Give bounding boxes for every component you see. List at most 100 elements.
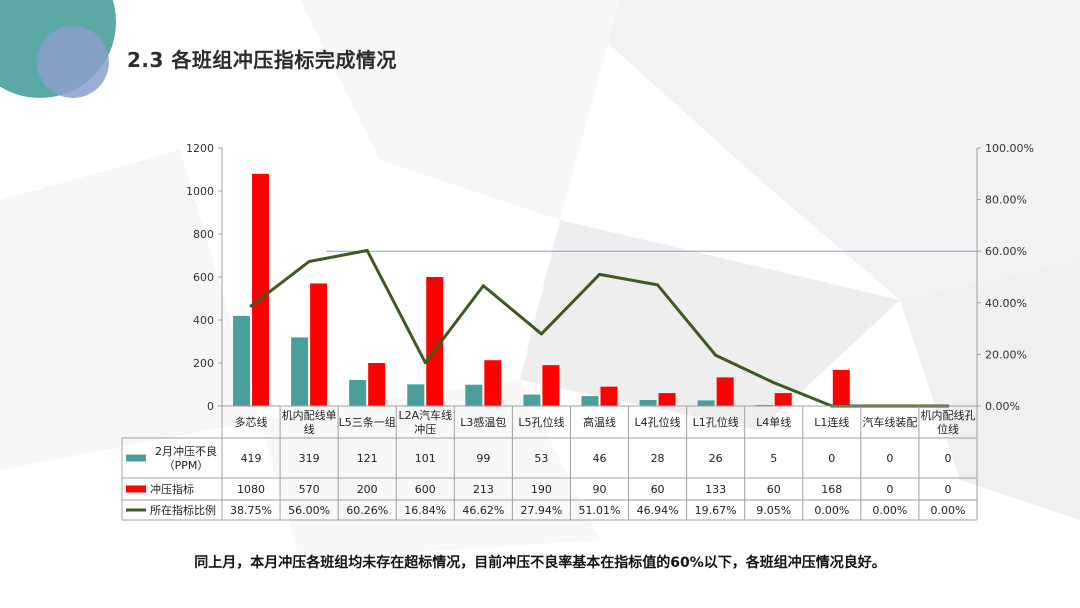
bar-target [542, 365, 560, 406]
legend-label: 所在指标比例 [150, 503, 216, 517]
category-label: L5孔位线 [518, 415, 564, 429]
right-tick-label: 40.00% [985, 297, 1027, 310]
category-label: L2A汽车线 [398, 408, 452, 422]
table-value: 168 [821, 483, 842, 496]
table-value: 46.62% [462, 504, 504, 517]
table-value: 46.94% [637, 504, 679, 517]
category-label: 线 [304, 422, 315, 436]
category-label: L4单线 [756, 415, 791, 429]
table-value: 0 [886, 483, 893, 496]
right-tick-label: 0.00% [985, 400, 1020, 413]
table-value: 0 [944, 483, 951, 496]
table-value: 5 [770, 452, 777, 465]
table-value: 0 [944, 452, 951, 465]
bar-target [368, 363, 386, 406]
bg-shape [560, 0, 1080, 300]
page-title: 2.3 各班组冲压指标完成情况 [127, 48, 397, 72]
right-tick-label: 20.00% [985, 348, 1027, 361]
table-value: 213 [473, 483, 494, 496]
bar-ppm [755, 404, 773, 406]
line-point [249, 304, 253, 308]
line-point [714, 353, 718, 357]
legend-label: 冲压指标 [150, 482, 194, 496]
bar-target [716, 377, 734, 406]
category-label: 位线 [937, 422, 959, 436]
line-point [656, 283, 660, 287]
bar-target [658, 393, 676, 406]
table-value: 19.67% [695, 504, 737, 517]
bg-shape [900, 260, 1080, 520]
line-point [539, 332, 543, 336]
left-tick-label: 400 [193, 314, 214, 327]
decorative-blue-circle [37, 26, 109, 98]
table-value: 27.94% [520, 504, 562, 517]
category-label: L1孔位线 [693, 415, 739, 429]
bar-target [426, 277, 444, 406]
line-point [598, 272, 601, 276]
bar-ppm [349, 379, 367, 406]
table-value: 53 [534, 452, 548, 465]
bar-ppm [291, 337, 309, 406]
category-label: L1连线 [814, 415, 849, 429]
left-tick-label: 1200 [186, 142, 214, 155]
bar-ppm [523, 394, 541, 406]
table-value: 56.00% [288, 504, 330, 517]
bar-ppm [639, 399, 657, 406]
table-value: 60 [767, 483, 781, 496]
table-value: 51.01% [579, 504, 621, 517]
table-value: 90 [593, 483, 607, 496]
table-value: 419 [241, 452, 262, 465]
legend-label: （PPM） [164, 459, 209, 472]
table-value: 0 [886, 452, 893, 465]
left-tick-label: 200 [193, 357, 214, 370]
left-tick-label: 1000 [186, 185, 214, 198]
table-value: 16.84% [404, 504, 446, 517]
category-label: 冲压 [414, 422, 436, 436]
table-value: 190 [531, 483, 552, 496]
line-point [423, 361, 427, 365]
category-label: 汽车线装配 [862, 415, 917, 429]
bar-target [600, 386, 618, 406]
table-value: 9.05% [756, 504, 791, 517]
bg-shape [0, 150, 260, 470]
legend-key [126, 485, 146, 493]
line-point [481, 284, 485, 288]
bar-target [252, 173, 270, 406]
category-label: 机内配线孔 [920, 408, 975, 422]
left-tick-label: 0 [207, 400, 214, 413]
table-value: 0.00% [930, 504, 965, 517]
bar-ppm [697, 400, 715, 406]
line-point [365, 249, 369, 253]
table-value: 99 [476, 452, 490, 465]
category-label: L5三条一组 [339, 415, 396, 429]
right-tick-label: 60.00% [985, 245, 1027, 258]
table-value: 0 [828, 452, 835, 465]
table-value: 0.00% [814, 504, 849, 517]
table-value: 60 [651, 483, 665, 496]
bar-target [832, 369, 850, 406]
left-tick-label: 800 [193, 228, 214, 241]
bar-target [484, 360, 502, 406]
table-value: 570 [299, 483, 320, 496]
left-tick-label: 600 [193, 271, 214, 284]
bar-ppm [407, 384, 425, 406]
table-value: 46 [593, 452, 607, 465]
table-value: 0.00% [872, 504, 907, 517]
bar-ppm [233, 315, 251, 406]
bg-shape [260, 380, 600, 560]
table-value: 319 [299, 452, 320, 465]
table-value: 133 [705, 483, 726, 496]
table-value: 600 [415, 483, 436, 496]
table-value: 1080 [237, 483, 265, 496]
legend-label: 2月冲压不良 [155, 444, 217, 458]
category-label: L4孔位线 [635, 415, 681, 429]
footer-note: 同上月，本月冲压各班组均未存在超标情况，目前冲压不良率基本在指标值的60%以下，… [194, 555, 886, 571]
category-label: 机内配线单 [282, 408, 337, 422]
bar-ppm [465, 384, 483, 406]
line-point [307, 260, 311, 264]
bar-ppm [581, 396, 599, 406]
table-value: 38.75% [230, 504, 272, 517]
bg-shape [520, 220, 900, 430]
right-tick-label: 80.00% [985, 194, 1027, 207]
table-value: 101 [415, 452, 436, 465]
